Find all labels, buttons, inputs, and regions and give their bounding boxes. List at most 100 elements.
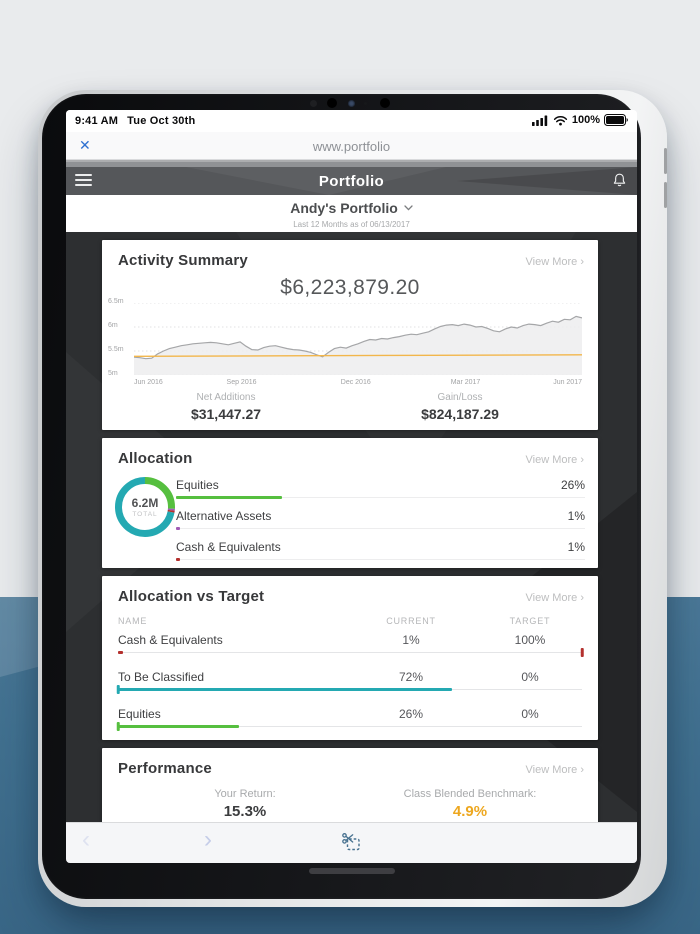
- browser-toolbar: ‹ ›: [66, 822, 637, 863]
- portfolio-period: Last 12 Months as of 06/13/2017: [293, 220, 410, 229]
- menu-icon[interactable]: [75, 174, 92, 189]
- donut-total: 6.2M: [131, 496, 159, 510]
- close-icon[interactable]: ✕: [79, 137, 91, 153]
- gain-loss-value: $824,187.29: [421, 406, 499, 422]
- card-title: Activity Summary: [118, 252, 248, 269]
- allocation-pct: 1%: [567, 509, 585, 523]
- allocation-pct: 26%: [560, 478, 585, 492]
- portfolio-selector[interactable]: Andy's Portfolio: [290, 200, 413, 216]
- x-axis-tick: Jun 2017: [553, 379, 582, 386]
- allocation-donut-svg: [115, 477, 175, 537]
- allocation-row: Equities 26%: [176, 474, 585, 505]
- col-current: CURRENT: [386, 616, 436, 626]
- table-column-headers: NAME CURRENT TARGET: [118, 616, 582, 626]
- view-more-link[interactable]: View More ›: [525, 256, 584, 268]
- net-additions-value: $31,447.27: [190, 406, 262, 422]
- status-time: 9:41 AM: [75, 115, 119, 127]
- screenshot-crop-icon[interactable]: [341, 832, 362, 858]
- card-title: Performance: [118, 760, 212, 777]
- table-row: To Be Classified 72% 0%: [116, 670, 582, 700]
- row-name: To Be Classified: [118, 670, 205, 684]
- allocation-bar: [176, 527, 181, 530]
- battery-icon: [604, 114, 628, 126]
- your-return-block: Your Return: 15.3%: [125, 788, 365, 820]
- benchmark-label: Class Blended Benchmark:: [403, 788, 537, 800]
- allocation-list: Equities 26% Alternative Assets 1%: [176, 474, 585, 567]
- camera-lens-icon: [327, 98, 337, 108]
- front-camera-icon: [348, 100, 355, 107]
- x-axis-tick: Dec 2016: [340, 379, 371, 386]
- status-bar: 9:41 AM Tue Oct 30th: [66, 110, 637, 132]
- y-axis-tick: 5m: [108, 370, 118, 377]
- app-header: Portfolio: [66, 167, 637, 195]
- col-target: TARGET: [509, 616, 551, 626]
- mic-dot-icon: [364, 102, 367, 105]
- activity-summary-card: Activity Summary View More › $6,223,879.…: [102, 240, 598, 430]
- your-return-label: Your Return:: [214, 788, 276, 800]
- back-icon[interactable]: ‹: [82, 826, 90, 853]
- url-text[interactable]: www.portfolio: [312, 139, 391, 154]
- target-tick: [116, 685, 120, 694]
- browser-bar: ✕ www.portfolio: [66, 132, 637, 160]
- allocation-pct: 1%: [567, 540, 585, 554]
- col-name: NAME: [118, 616, 148, 626]
- view-more-link[interactable]: View More ›: [525, 592, 584, 604]
- home-indicator[interactable]: [309, 868, 395, 874]
- battery-percent: 100%: [571, 114, 600, 126]
- row-name: Equities: [118, 707, 161, 721]
- x-axis-tick: Jun 2016: [134, 379, 163, 386]
- view-more-link[interactable]: View More ›: [525, 454, 584, 466]
- camera-lens2-icon: [380, 98, 390, 108]
- allocation-label: Alternative Assets: [176, 509, 272, 523]
- portfolio-subheader: Andy's Portfolio Last 12 Months as of 06…: [66, 195, 637, 232]
- allocation-label: Equities: [176, 478, 219, 492]
- y-axis-tick: 6.5m: [108, 298, 124, 305]
- volume-down-button: [664, 182, 667, 208]
- allocation-donut-chart: 6.2M TOTAL: [114, 476, 176, 538]
- row-current: 26%: [398, 707, 424, 721]
- row-target: 0%: [521, 670, 539, 684]
- row-target: 0%: [521, 707, 539, 721]
- allocation-label: Cash & Equivalents: [176, 540, 281, 554]
- allocation-row: Alternative Assets 1%: [176, 505, 585, 536]
- forward-icon[interactable]: ›: [204, 826, 212, 853]
- current-bar: [118, 725, 239, 728]
- status-time-date: 9:41 AM Tue Oct 30th: [75, 115, 204, 127]
- x-axis-tick: Sep 2016: [226, 379, 257, 386]
- x-axis-labels: Jun 2016 Sep 2016 Dec 2016 Mar 2017 Jun …: [134, 379, 582, 388]
- sensor-dot-icon: [310, 100, 317, 107]
- status-date: Tue Oct 30th: [127, 115, 196, 127]
- row-target: 100%: [514, 633, 546, 647]
- allocation-bar: [176, 558, 181, 561]
- hero-image-edge: [66, 160, 637, 167]
- row-current: 1%: [402, 633, 420, 647]
- gain-loss-block: Gain/Loss $824,187.29: [350, 392, 570, 422]
- page-content: Activity Summary View More › $6,223,879.…: [66, 232, 637, 863]
- notifications-bell-icon[interactable]: [612, 172, 627, 194]
- target-tick: [580, 648, 584, 657]
- net-additions-label: Net Additions: [196, 392, 256, 403]
- chevron-down-icon: [404, 205, 413, 211]
- allocation-vs-target-card: Allocation vs Target View More › NAME CU…: [102, 576, 598, 740]
- row-current: 72%: [398, 670, 424, 684]
- your-return-value: 15.3%: [223, 803, 267, 820]
- allocation-card: Allocation View More › 6.2M TOTAL: [102, 438, 598, 568]
- table-row: Cash & Equivalents 1% 100%: [118, 633, 584, 663]
- portfolio-total-value: $6,223,879.20: [280, 276, 420, 299]
- activity-chart-svg: [134, 303, 582, 375]
- portfolio-name: Andy's Portfolio: [290, 200, 398, 216]
- view-more-link[interactable]: View More ›: [525, 764, 584, 776]
- allocation-row: Cash & Equivalents 1%: [176, 536, 585, 567]
- current-bar: [118, 651, 123, 654]
- y-axis-tick: 5.5m: [108, 346, 124, 353]
- card-title: Allocation: [118, 450, 193, 467]
- volume-up-button: [664, 148, 667, 174]
- wifi-icon: [553, 115, 567, 126]
- tablet-device-frame: 9:41 AM Tue Oct 30th: [38, 90, 667, 907]
- net-additions-block: Net Additions $31,447.27: [116, 392, 336, 422]
- donut-caption: TOTAL: [132, 511, 158, 518]
- x-axis-tick: Mar 2017: [450, 379, 481, 386]
- benchmark-value: 4.9%: [452, 803, 488, 820]
- tablet-bezel: 9:41 AM Tue Oct 30th: [42, 94, 641, 899]
- table-row: Equities 26% 0%: [116, 707, 582, 737]
